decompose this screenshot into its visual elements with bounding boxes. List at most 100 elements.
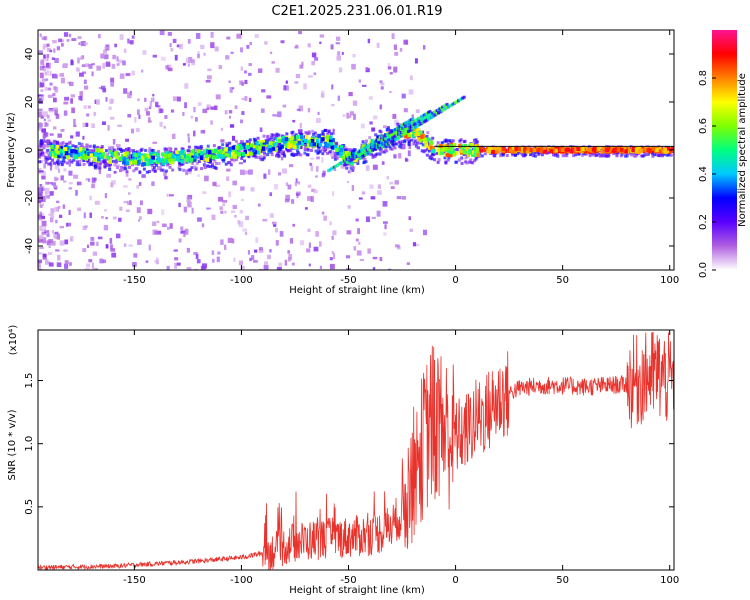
heatmap-noise-cell [411,114,414,120]
heatmap-noise-cell [284,259,288,266]
heatmap-ridge-cell [511,149,515,154]
heatmap-noise-cell [91,262,95,269]
heatmap-noise-cell [151,181,155,187]
heatmap-noise-cell [321,90,325,95]
heatmap-ridge-cell [295,140,299,145]
heatmap-noise-cell [231,135,236,141]
heatmap-noise-cell [313,72,317,76]
heatmap-ridge-cell [539,149,543,154]
heatmap-cell [150,164,154,168]
heatmap-ridge-cell [324,143,328,148]
heatmap-ridge-cell [108,157,112,162]
heatmap-cell [135,166,139,170]
heatmap-ridge-cell [180,154,184,159]
heatmap-cell [458,157,462,161]
snr-x-tick-label: -100 [230,575,253,586]
heatmap-ridge-cell [206,149,210,154]
heatmap-noise-cell [268,169,271,175]
heatmap-ridge-cell [361,144,366,149]
heatmap-cell [520,152,524,156]
heatmap-noise-cell [384,224,387,230]
heatmap-noise-cell [64,96,70,101]
heatmap-cell [446,158,450,162]
heatmap-ridge-cell [333,145,338,150]
heatmap-cell [342,163,346,167]
heatmap-noise-cell [212,181,217,187]
heatmap-noise-cell [148,244,151,251]
heatmap-ridge-cell [622,149,626,154]
heatmap-noise-cell [206,107,210,111]
heatmap-ridge-cell [304,135,309,140]
heatmap-noise-cell [228,80,231,83]
heatmap-noise-cell [145,260,149,263]
heatmap-noise-cell [299,64,304,69]
heatmap-noise-cell [39,183,43,188]
heatmap-cell [194,145,198,149]
heatmap-noise-cell [365,165,370,171]
heatmap-ridge-cell [448,150,452,155]
heatmap-cell [379,149,383,153]
heatmap-noise-cell [83,212,86,219]
heatmap-cell [263,154,267,158]
heatmap-ridge-cell [550,146,555,151]
heatmap-ridge-cell [95,148,99,153]
heatmap-cell [252,137,256,141]
heatmap-streak-cell [445,102,449,106]
heatmap-noise-cell [304,207,308,210]
heatmap-cell [259,157,263,161]
heatmap-noise-cell [73,174,79,179]
heatmap-cell [416,141,420,145]
heatmap-noise-cell [80,40,86,47]
heatmap-cell [78,163,82,167]
heatmap-noise-cell [49,216,54,223]
heatmap-cell [347,163,351,167]
heatmap-noise-cell [43,118,46,121]
heatmap-noise-cell [93,111,97,116]
heatmap-noise-cell [46,142,50,148]
heatmap-noise-cell [236,142,240,146]
heatmap-ridge-cell [137,152,141,157]
heatmap-noise-cell [389,181,394,185]
heatmap-noise-cell [292,119,296,123]
heatmap-noise-cell [104,46,109,50]
heatmap-ridge-cell [265,140,269,145]
heatmap-cell [331,155,335,159]
heatmap-noise-cell [45,192,48,199]
heatmap-noise-cell [237,220,241,225]
heatmap-cell [108,164,112,168]
heatmap-cell [292,153,296,157]
heatmap-cell [127,149,131,153]
heatmap-noise-cell [105,244,109,249]
heatmap-noise-cell [220,239,224,245]
heatmap-noise-cell [60,39,65,43]
heatmap-cell [334,142,338,146]
heatmap-cell [251,154,255,158]
heatmap-noise-cell [110,81,115,87]
heatmap-ridge-cell [620,147,624,152]
heatmap-cell [98,166,102,170]
heatmap-noise-cell [55,249,59,252]
heatmap-noise-cell [125,72,131,76]
heatmap-noise-cell [273,224,277,227]
heatmap-cell [364,139,368,143]
heatmap-noise-cell [240,186,245,191]
heatmap-noise-cell [112,216,117,220]
heatmap-cell [149,154,153,158]
heatmap-noise-cell [345,146,348,149]
heatmap-noise-cell [64,260,69,265]
heatmap-noise-cell [44,230,50,233]
heatmap-ridge-cell [165,151,169,156]
heatmap-ridge-cell [459,149,463,154]
heatmap-noise-cell [54,74,58,79]
heatmap-cell [151,148,155,152]
heatmap-cell [436,160,440,164]
heatmap-noise-cell [284,85,289,91]
heatmap-noise-cell [197,53,200,59]
heatmap-noise-cell [90,241,95,246]
heatmap-ridge-cell [591,147,596,152]
heatmap-noise-cell [259,127,263,133]
heatmap-noise-cell [330,149,335,156]
heatmap-ridge-cell [191,149,195,154]
heatmap-cell [212,144,216,148]
heatmap-noise-cell [311,52,317,58]
